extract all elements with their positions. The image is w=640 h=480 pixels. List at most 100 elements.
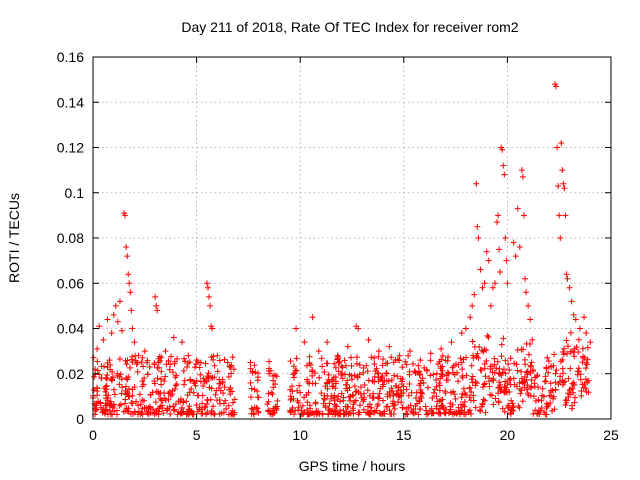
data-point [480,396,487,403]
data-point [312,399,319,406]
data-point [357,402,364,409]
data-point [151,378,158,385]
data-point [562,397,569,404]
data-point [134,368,141,375]
data-point [213,387,220,394]
data-point [174,411,181,418]
data-point [388,385,395,392]
data-point [123,361,130,368]
data-point [373,365,380,372]
data-point [433,376,440,383]
data-point [122,396,129,403]
data-point [346,409,353,416]
data-point [230,366,237,373]
data-point [140,397,147,404]
data-point [496,379,503,386]
data-point [344,387,351,394]
data-point [219,376,226,383]
axis-ticks [92,56,612,420]
data-point [110,311,117,318]
data-point [248,385,255,392]
data-point [386,389,393,396]
data-point [151,410,158,417]
data-point [518,167,525,174]
data-point [471,291,478,298]
data-point [328,393,335,400]
data-point [483,358,490,365]
data-point [403,405,410,412]
data-point [458,394,465,401]
data-point [470,354,477,361]
data-point [376,390,383,397]
data-point [341,357,348,364]
data-point [520,212,527,219]
y-tick-label: 0.16 [57,49,84,65]
data-point [228,370,235,377]
data-point [324,379,331,386]
x-tick-label: 10 [292,427,308,443]
data-point [354,374,361,381]
data-point [389,388,396,395]
data-point [445,370,452,377]
data-point [583,361,590,368]
data-point [492,395,499,402]
data-point [443,377,450,384]
data-point [475,235,482,241]
data-point [316,374,323,381]
data-point [231,396,238,403]
data-point [94,345,101,352]
data-point [211,411,218,418]
data-point [291,411,298,418]
data-point [116,356,123,363]
data-point [106,407,113,414]
data-point [163,361,170,368]
data-point [345,394,352,401]
data-point [376,409,383,416]
data-point [197,359,204,366]
data-point [477,366,484,373]
data-point [126,280,133,287]
data-point [371,361,378,368]
data-point [516,244,523,251]
data-point [116,298,123,305]
data-point [399,364,406,371]
data-point [508,406,515,413]
data-point [291,374,298,381]
data-point [388,354,395,361]
data-point [126,386,133,392]
data-point [229,354,236,361]
data-point [109,374,116,381]
data-point [584,344,591,351]
data-point [375,348,382,355]
data-point [494,219,501,226]
data-point [178,408,185,415]
data-point [272,381,279,388]
data-point [481,280,488,287]
data-point [202,403,209,410]
data-point [171,358,178,365]
data-point [92,407,99,414]
data-point [124,408,131,415]
data-point [338,390,345,397]
data-point [225,402,232,409]
data-point [518,387,525,394]
data-point [170,407,177,414]
data-point [350,410,357,417]
data-point [220,409,227,416]
data-point [433,393,440,400]
data-point [299,402,306,409]
data-point [368,354,375,361]
data-point [468,376,475,383]
data-point [360,406,367,413]
data-point [579,345,586,352]
data-point [354,373,361,380]
data-point [106,357,113,364]
data-point [504,280,511,287]
data-point [190,378,197,385]
data-point [559,356,566,363]
data-point [342,362,349,369]
data-point [135,352,142,359]
data-point [152,293,159,300]
data-point [369,377,376,384]
data-point [344,403,351,410]
